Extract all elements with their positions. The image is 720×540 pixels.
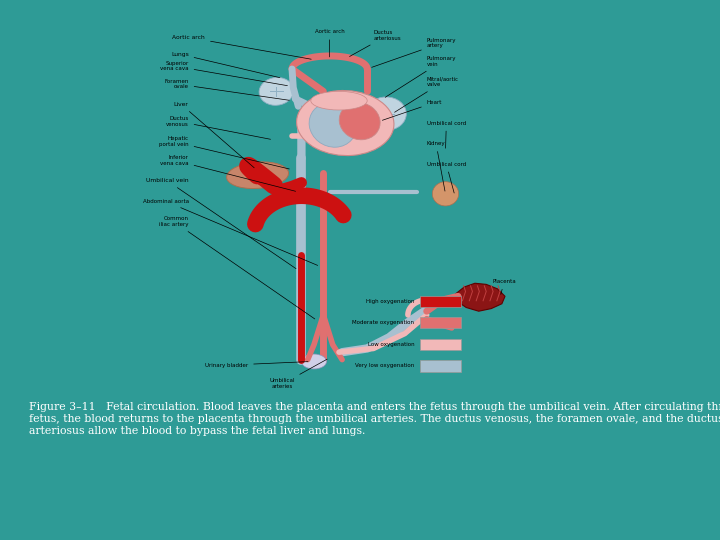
Text: Placenta: Placenta	[492, 279, 516, 294]
Ellipse shape	[227, 162, 289, 188]
Bar	[420, 295, 461, 307]
Text: Heart: Heart	[382, 100, 442, 120]
Text: Moderate oxygenation: Moderate oxygenation	[352, 320, 414, 325]
Text: Umbilical cord: Umbilical cord	[427, 161, 466, 193]
Text: Low oxygenation: Low oxygenation	[367, 342, 414, 347]
Text: Umbilical vein: Umbilical vein	[146, 178, 296, 269]
Polygon shape	[455, 284, 505, 311]
Text: Aortic arch: Aortic arch	[172, 35, 311, 59]
Ellipse shape	[339, 103, 380, 140]
Bar	[420, 339, 461, 350]
Bar	[420, 360, 461, 372]
Ellipse shape	[366, 97, 406, 131]
Text: Hepatic
portal vein: Hepatic portal vein	[159, 136, 289, 169]
Text: Superior
vena cava: Superior vena cava	[160, 60, 287, 86]
Ellipse shape	[309, 103, 356, 147]
Text: Foramen
ovale: Foramen ovale	[164, 78, 289, 100]
Text: Abdominal aorta: Abdominal aorta	[143, 199, 318, 266]
Text: Kidney: Kidney	[427, 141, 446, 191]
Text: Inferior
vena cava: Inferior vena cava	[160, 155, 296, 191]
Text: Pulmonary
vein: Pulmonary vein	[385, 56, 456, 97]
Text: Liver: Liver	[174, 102, 254, 168]
Text: High oxygenation: High oxygenation	[366, 299, 414, 303]
Ellipse shape	[302, 354, 326, 369]
Text: Aortic arch: Aortic arch	[315, 29, 344, 57]
Text: Pulmonary
artery: Pulmonary artery	[372, 38, 456, 68]
Text: Common
iliac artery: Common iliac artery	[159, 217, 315, 319]
Ellipse shape	[297, 91, 394, 156]
Text: Figure 3–11   Fetal circulation. Blood leaves the placenta and enters the fetus : Figure 3–11 Fetal circulation. Blood lea…	[29, 402, 720, 435]
Ellipse shape	[311, 91, 367, 110]
Text: Lungs: Lungs	[171, 52, 280, 78]
Text: Umbilical
arteries: Umbilical arteries	[270, 359, 327, 389]
Ellipse shape	[432, 182, 459, 206]
Text: Ductus
venosus: Ductus venosus	[166, 116, 271, 139]
Text: Mitral/aortic
valve: Mitral/aortic valve	[395, 77, 459, 112]
Text: Urinary bladder: Urinary bladder	[205, 362, 308, 368]
Text: Umbilical cord: Umbilical cord	[427, 120, 466, 148]
Ellipse shape	[259, 77, 294, 105]
Text: Ductus
arteriosus: Ductus arteriosus	[350, 30, 401, 57]
Bar	[420, 317, 461, 328]
Text: Very low oxygenation: Very low oxygenation	[355, 363, 414, 368]
